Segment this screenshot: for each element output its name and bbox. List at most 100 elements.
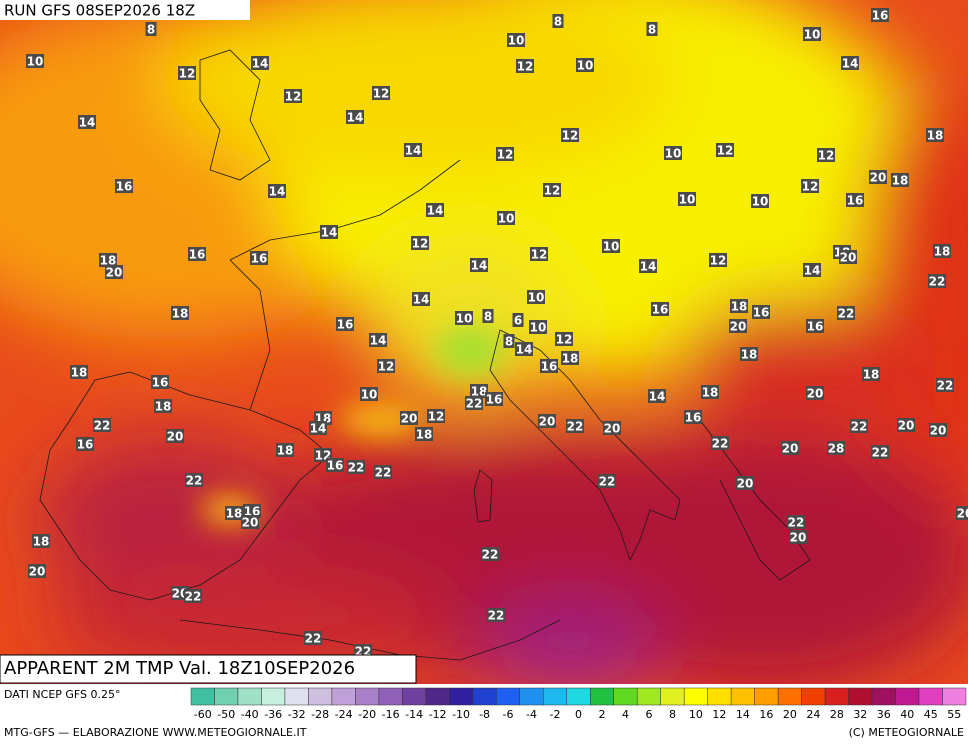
temp-label: 10 — [665, 147, 682, 161]
colorbar-cell — [589, 687, 614, 706]
temp-label: 12 — [531, 248, 548, 262]
data-source: DATI NCEP GFS 0.25° — [4, 688, 121, 701]
colorbar-cell — [824, 687, 849, 706]
temp-label: 22 — [851, 420, 868, 434]
colorbar-cell — [636, 687, 661, 706]
label-box — [639, 259, 657, 273]
temp-label: 14 — [269, 185, 286, 199]
temp-label: 20 — [242, 516, 259, 530]
temp-label: 20 — [29, 565, 46, 579]
temp-label: 16 — [847, 194, 864, 208]
label-box — [482, 309, 494, 323]
temp-label: 14 — [321, 226, 338, 240]
label-box — [326, 458, 344, 472]
label-box — [105, 265, 123, 279]
colorbar-cell — [261, 687, 286, 706]
colorbar-label: 36 — [877, 708, 891, 721]
temp-label: 18 — [471, 385, 488, 399]
label-box — [481, 547, 499, 561]
label-box — [538, 414, 556, 428]
temp-label: 6 — [514, 314, 522, 328]
temp-label: 22 — [185, 590, 202, 604]
temp-label: 8 — [648, 23, 656, 37]
colorbar-cell — [683, 687, 708, 706]
label-box — [515, 342, 533, 356]
temp-label: 18 — [562, 352, 579, 366]
temp-label: 8 — [505, 335, 513, 349]
temp-label: 14 — [640, 260, 657, 274]
label-box — [789, 530, 807, 544]
label-box — [850, 419, 868, 433]
colorbar-cell — [425, 687, 450, 706]
label-box — [602, 239, 620, 253]
label-box — [115, 179, 133, 193]
colorbar-label: -50 — [217, 708, 235, 721]
temp-label: 10 — [752, 195, 769, 209]
temp-label: 14 — [310, 422, 327, 436]
colorbar-label: 4 — [622, 708, 629, 721]
colorbar-label: -12 — [429, 708, 447, 721]
temp-label: 22 — [94, 419, 111, 433]
temp-label: 12 — [717, 144, 734, 158]
colorbar-cell — [730, 687, 755, 706]
temp-label: 18 — [934, 245, 951, 259]
colorbar-label: -4 — [526, 708, 537, 721]
temp-label: 10 — [498, 212, 515, 226]
label-box — [543, 183, 561, 197]
label-box — [145, 22, 157, 36]
temp-label: 20 — [401, 412, 418, 426]
label-box — [377, 359, 395, 373]
label-box — [470, 384, 488, 398]
temp-label: 18 — [927, 129, 944, 143]
colorbar-label: -24 — [335, 708, 353, 721]
colorbar-label: 24 — [806, 708, 820, 721]
temp-label: 18 — [416, 428, 433, 442]
temp-label: 20 — [106, 266, 123, 280]
label-box — [276, 443, 294, 457]
temp-label: 10 — [27, 55, 44, 69]
colorbar-label: 45 — [924, 708, 938, 721]
label-box — [566, 419, 584, 433]
temp-label: 16 — [77, 438, 94, 452]
temp-label: 10 — [528, 291, 545, 305]
temp-label: 16 — [652, 303, 669, 317]
colorbar-label: -10 — [452, 708, 470, 721]
colorbar: -60 -50 -40 -36 -32 -28 -24 -20 -16 -14 -12 -10 -8 -6… — [190, 687, 967, 721]
label-box — [360, 387, 378, 401]
label-box — [787, 515, 805, 529]
label-box — [736, 476, 754, 490]
temp-label: 20 — [957, 507, 968, 521]
temp-label: 20 — [807, 387, 824, 401]
label-box — [716, 143, 734, 157]
label-box — [512, 313, 524, 327]
label-box — [956, 506, 968, 520]
label-box — [346, 110, 364, 124]
temp-label: 22 — [305, 632, 322, 646]
temp-label: 12 — [556, 333, 573, 347]
label-box — [243, 504, 261, 518]
temp-label: 10 — [679, 193, 696, 207]
colorbar-cell — [519, 687, 544, 706]
credit-right: (C) METEOGIORNALE — [849, 726, 964, 739]
label-box — [426, 203, 444, 217]
label-box — [497, 211, 515, 225]
label-box — [555, 332, 573, 346]
label-box — [684, 410, 702, 424]
temp-label: 20 — [790, 531, 807, 545]
temp-label: 18 — [702, 386, 719, 400]
colorbar-label: -40 — [241, 708, 259, 721]
colorbar-cell — [895, 687, 920, 706]
colorbar-cell — [237, 687, 262, 706]
temp-label: 16 — [685, 411, 702, 425]
temp-label: 16 — [753, 306, 770, 320]
label-box — [933, 244, 951, 258]
temp-label: 12 — [517, 60, 534, 74]
temp-label: 8 — [484, 310, 492, 324]
label-box — [576, 58, 594, 72]
label-box — [752, 305, 770, 319]
colorbar-label: 8 — [669, 708, 676, 721]
colorbar-label: 28 — [830, 708, 844, 721]
label-box — [93, 418, 111, 432]
colorbar-label: 10 — [689, 708, 703, 721]
temp-label: 10 — [361, 388, 378, 402]
